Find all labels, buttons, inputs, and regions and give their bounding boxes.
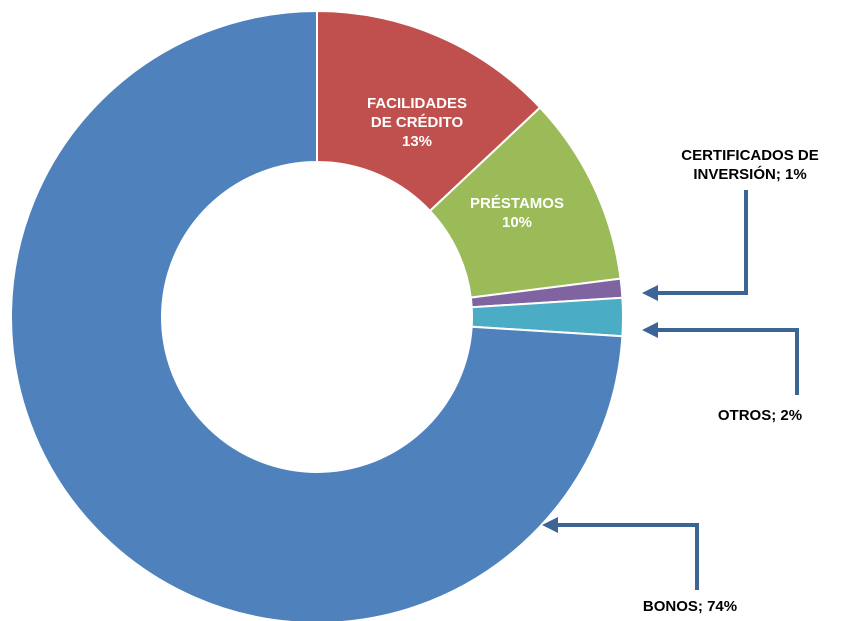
leader-line: [542, 517, 699, 590]
label-value: 74%: [707, 598, 738, 615]
label-value: 10%: [501, 214, 533, 231]
slice: [316, 9, 542, 213]
label-value: 13%: [401, 133, 433, 150]
label-value: 2%: [780, 407, 803, 424]
data-label: CERTIFICADOS DE INVERSIÓN; 1%: [655, 146, 845, 184]
label-name: OTROS: [717, 407, 772, 424]
data-label: OTROS; 2%: [690, 406, 830, 425]
label-separator: ;: [775, 166, 785, 183]
label-name: FACILIDADES DE CRÉDITO: [366, 95, 467, 131]
label-name: PRÉSTAMOS: [470, 195, 564, 212]
leader-line: [642, 322, 799, 395]
leader-lines: [542, 190, 799, 590]
data-label: FACILIDADES DE CRÉDITO 13%: [357, 94, 477, 151]
label-separator: ;: [697, 598, 708, 615]
label-name: BONOS: [642, 598, 698, 615]
data-label: PRÉSTAMOS 10%: [447, 194, 587, 232]
data-label: BONOS; 74%: [610, 597, 770, 616]
label-separator: ;: [771, 407, 781, 424]
label-value: 1%: [785, 166, 807, 183]
slices: [10, 9, 624, 621]
slice: [10, 9, 624, 621]
leader-line: [642, 190, 748, 301]
label-name: CERTIFICADOS DE INVERSIÓN: [681, 147, 819, 183]
